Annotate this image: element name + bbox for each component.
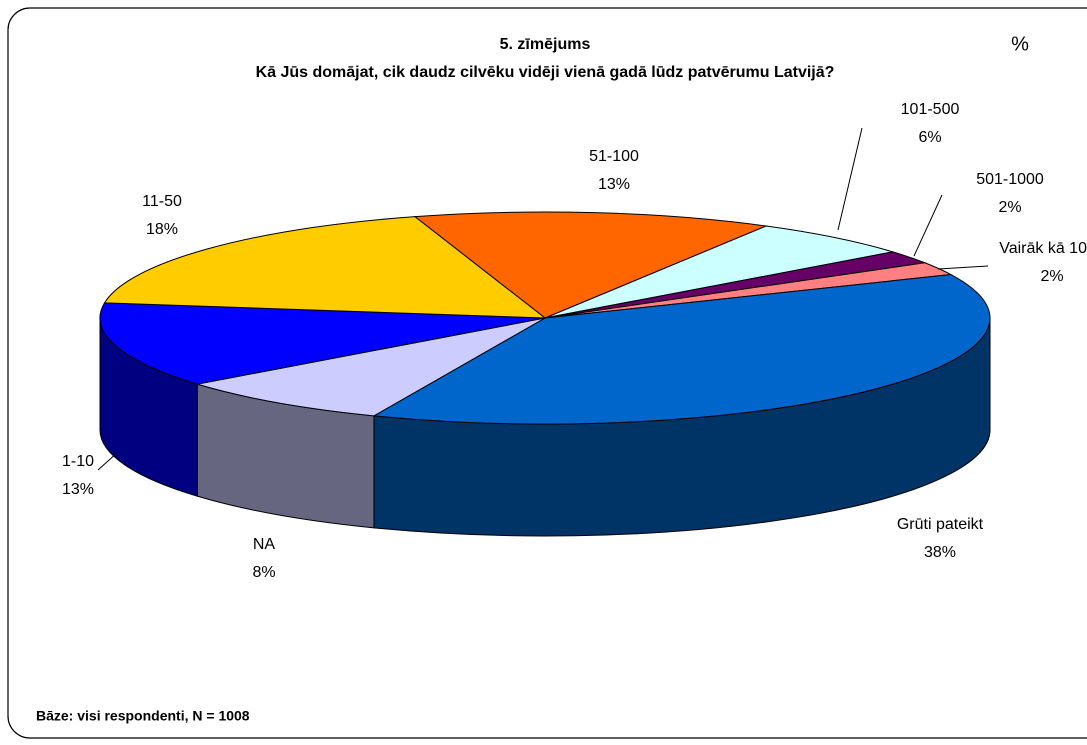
unit-note: % [1011,33,1029,55]
slice-value-label: 13% [62,481,94,498]
pie-slice [372,274,991,425]
pie-slice [413,211,769,319]
slice-label: 501-1000 [976,171,1044,188]
pie-slice [197,317,546,417]
slice-label: Grūti pateikt [897,516,984,533]
slice-value-label: 13% [598,176,630,193]
slice-label: 101-500 [901,101,960,118]
slice-value-label: 2% [1040,268,1063,285]
slice-value-label: 6% [918,129,941,146]
footnote: Bāze: visi respondenti, N = 1008 [36,708,250,724]
slice-value-label: 38% [924,544,956,561]
slice-label: Vairāk kā 1000 [999,240,1087,257]
leader-line [913,194,943,257]
slice-value-label: 2% [998,199,1021,216]
chart-subtitle: Kā Jūs domājat, cik daudz cilvēku vidēji… [256,64,835,81]
slice-value-label: 18% [146,221,178,238]
slice-label: NA [253,536,276,553]
pie-slice [99,302,546,385]
leader-line [937,265,989,270]
slice-label: 51-100 [589,148,639,165]
slice-label: 11-50 [142,193,182,210]
pie-slice [544,225,893,319]
leader-line [837,127,863,231]
slice-label: 1-10 [62,453,94,470]
leader-line [97,451,119,471]
slice-value-label: 8% [252,564,275,581]
pie-slice [103,216,547,319]
chart-title: 5. zīmējums [500,36,591,53]
